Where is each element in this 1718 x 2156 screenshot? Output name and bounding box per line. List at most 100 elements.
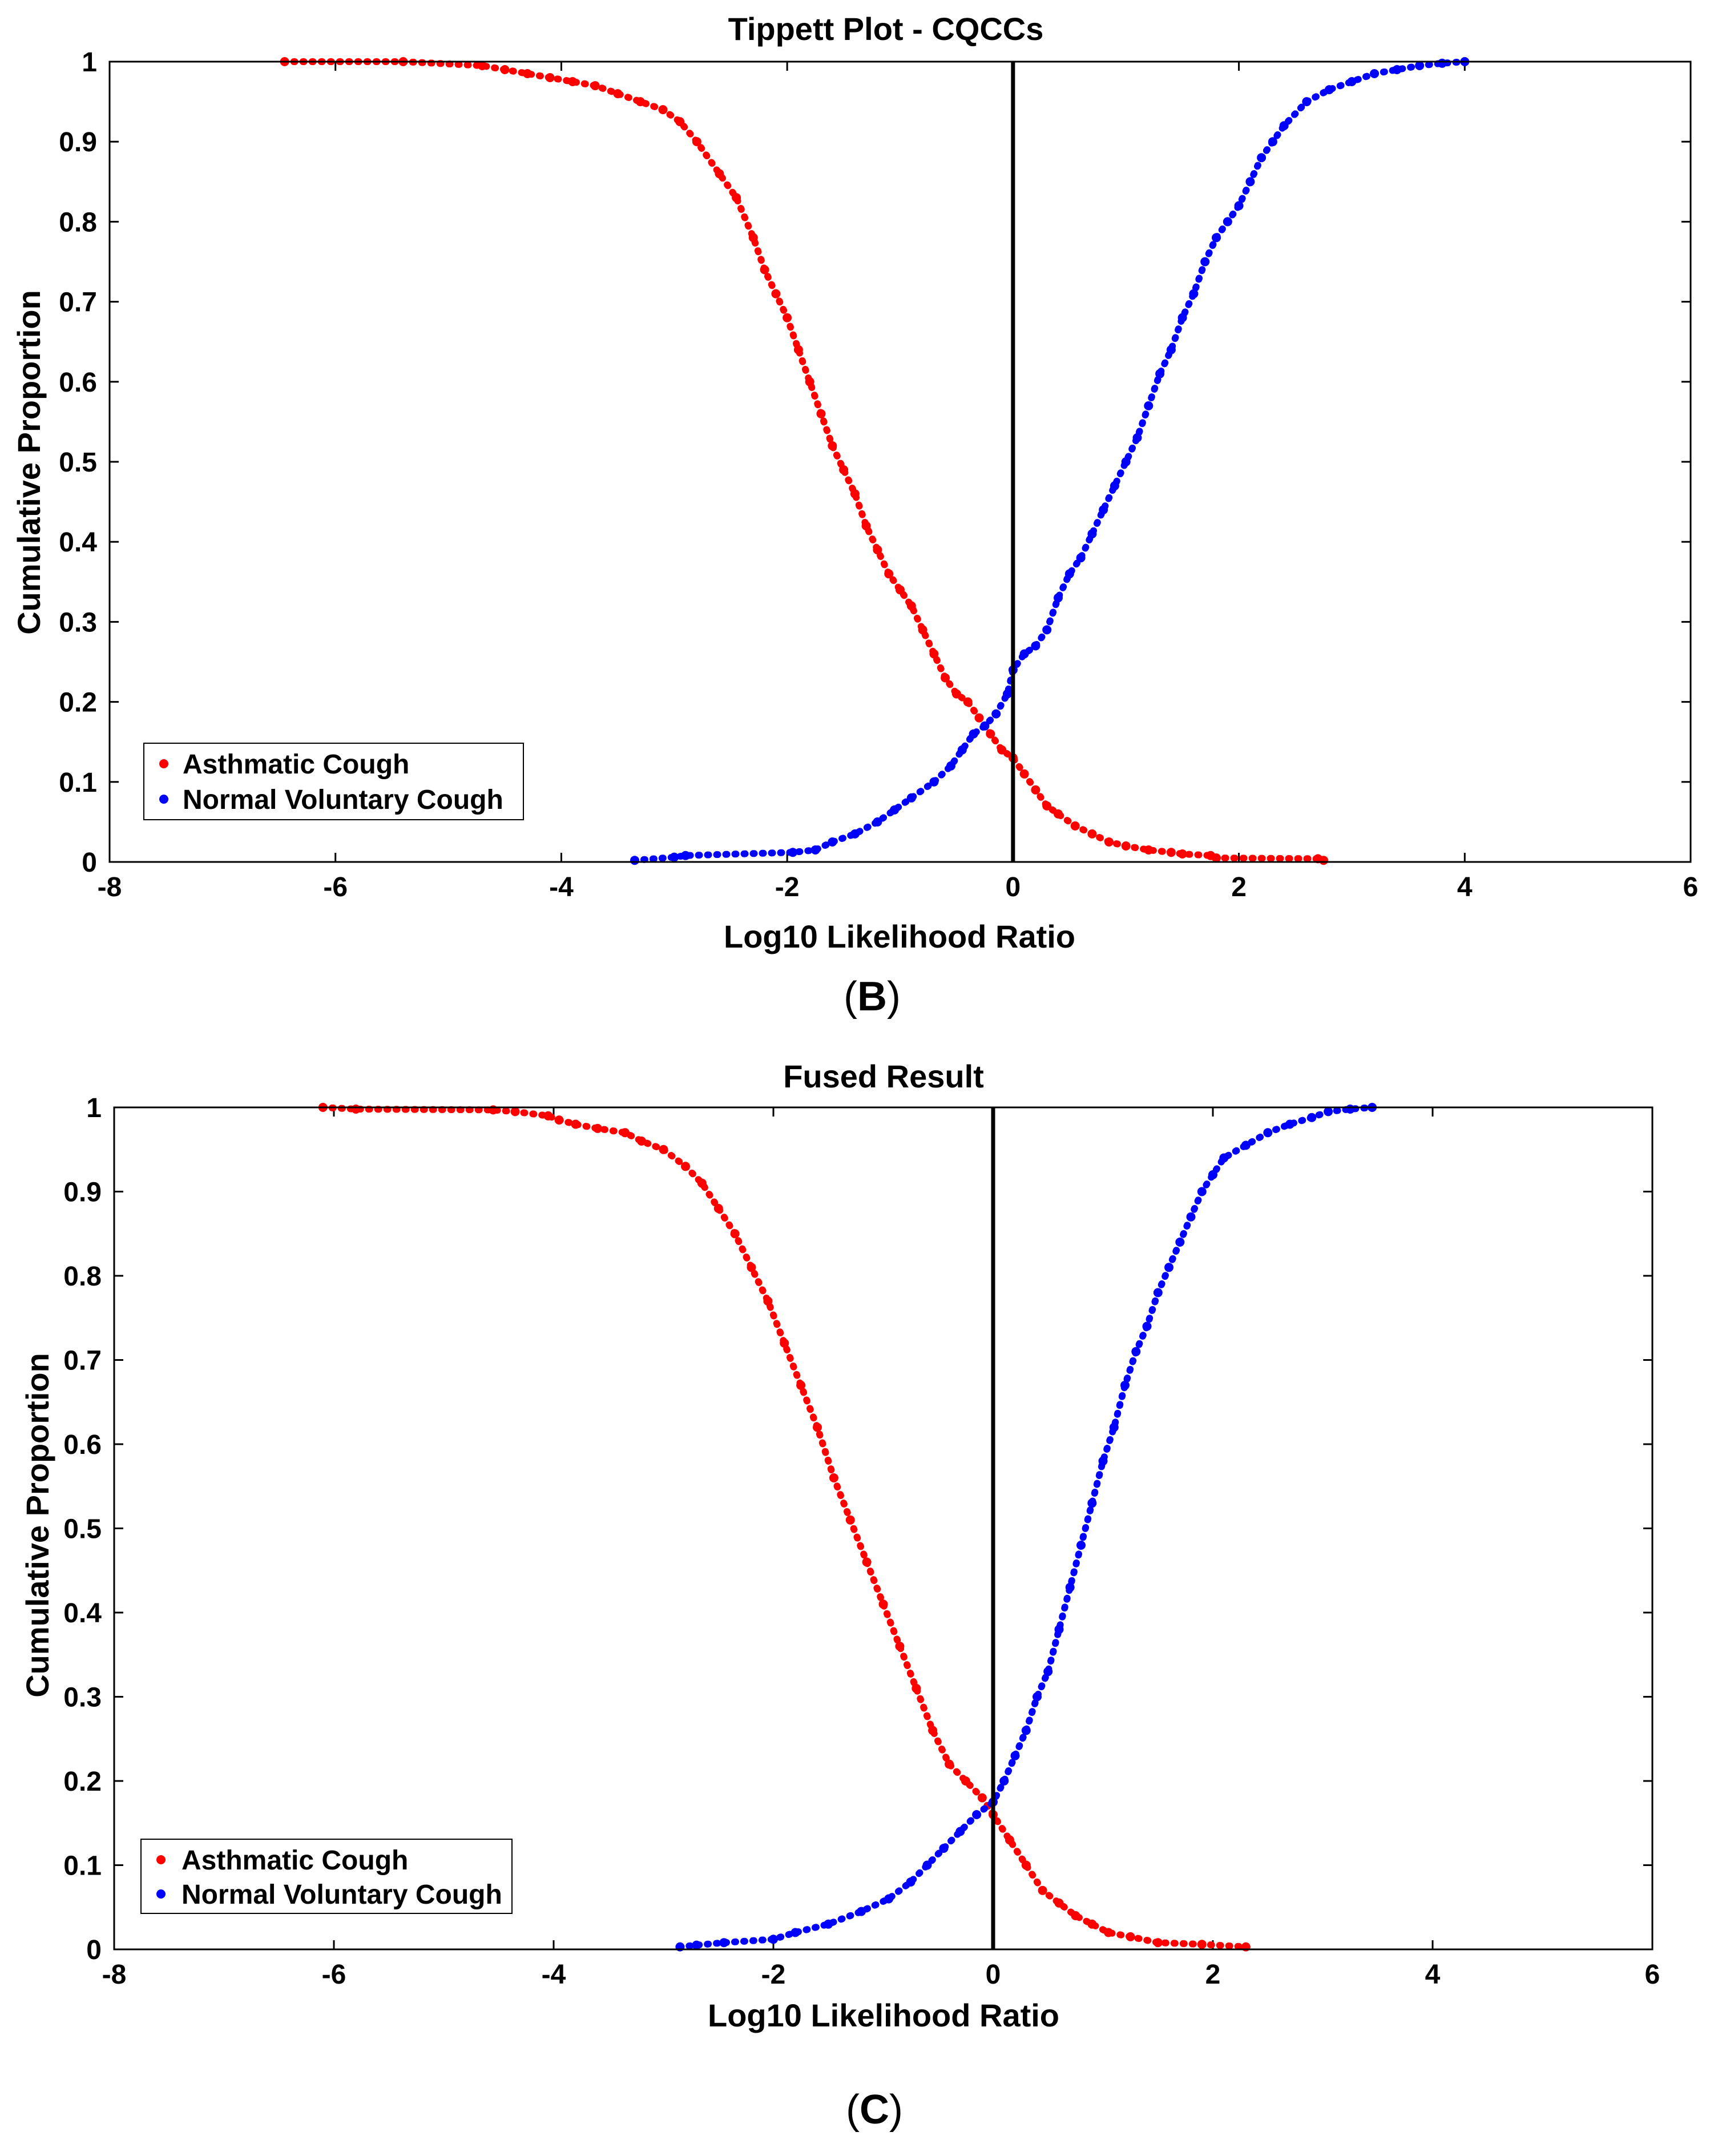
- data-point-asthmatic: [1144, 845, 1154, 855]
- data-point-normal: [1120, 1380, 1130, 1390]
- data-point-asthmatic: [1019, 769, 1029, 779]
- data-point-asthmatic: [713, 1204, 723, 1213]
- x-tick-label: -2: [775, 872, 800, 902]
- data-point-asthmatic: [963, 697, 973, 707]
- y-tick-label: 0.4: [63, 1598, 102, 1629]
- legend-marker-asthmatic: [156, 1855, 166, 1864]
- data-point-asthmatic: [1104, 837, 1114, 847]
- data-point-normal: [1437, 58, 1447, 68]
- y-tick-label: 0.4: [59, 527, 97, 558]
- data-point-asthmatic: [895, 1642, 905, 1651]
- data-point-normal: [769, 1935, 778, 1944]
- data-point-asthmatic: [1071, 1911, 1080, 1920]
- y-tick-label: 0.5: [59, 448, 97, 478]
- data-point-asthmatic: [771, 289, 781, 299]
- data-point-normal: [1043, 1667, 1053, 1677]
- y-axis-label: Cumulative Proportion: [11, 290, 47, 635]
- y-tick-label: 0.2: [59, 688, 97, 718]
- data-point-asthmatic: [805, 377, 814, 386]
- data-point-asthmatic: [730, 1229, 740, 1239]
- data-point-normal: [1175, 1238, 1185, 1247]
- data-point-normal: [1054, 1625, 1064, 1634]
- data-point-normal: [670, 852, 679, 862]
- data-point-normal: [1392, 65, 1402, 74]
- data-point-normal: [1268, 137, 1277, 147]
- data-point-normal: [1263, 1128, 1273, 1138]
- data-point-asthmatic: [500, 65, 510, 74]
- data-point-normal: [969, 729, 978, 739]
- data-point-normal: [1200, 257, 1210, 267]
- data-point-asthmatic: [829, 1473, 838, 1482]
- y-tick-label: 0: [86, 1935, 102, 1965]
- data-point-asthmatic: [884, 569, 894, 579]
- data-point-asthmatic: [1054, 1898, 1064, 1908]
- data-point-asthmatic: [554, 1115, 564, 1125]
- legend-marker-normal: [159, 795, 168, 804]
- data-point-normal: [1345, 1105, 1355, 1114]
- data-point-asthmatic: [845, 1515, 855, 1525]
- y-tick-label: 0.9: [59, 127, 97, 158]
- x-tick-label: 4: [1457, 872, 1473, 902]
- data-point-normal: [1370, 69, 1379, 78]
- data-point-normal: [1033, 1692, 1042, 1702]
- data-point-normal: [991, 709, 1001, 719]
- data-point-asthmatic: [763, 1296, 773, 1306]
- y-tick-label: 0.3: [63, 1683, 102, 1713]
- data-point-asthmatic: [692, 137, 701, 147]
- data-point-normal: [828, 837, 837, 847]
- data-point-normal: [788, 848, 797, 857]
- data-point-asthmatic: [941, 673, 950, 683]
- x-tick-label: 6: [1683, 872, 1699, 902]
- data-point-asthmatic: [1166, 848, 1176, 857]
- x-tick-label: -6: [322, 1960, 346, 1990]
- data-point-normal: [957, 745, 967, 755]
- data-point-normal: [906, 1877, 916, 1887]
- data-point-asthmatic: [697, 1178, 707, 1188]
- data-point-normal: [1065, 1582, 1075, 1592]
- data-point-asthmatic: [637, 1137, 646, 1146]
- data-point-asthmatic: [986, 729, 995, 739]
- x-axis-label: Log10 Likelihood Ratio: [708, 1997, 1059, 2033]
- data-point-normal: [1019, 649, 1029, 659]
- chart-title: Fused Result: [783, 1058, 984, 1094]
- y-tick-label: 0.5: [63, 1514, 102, 1545]
- data-point-normal: [1415, 61, 1425, 70]
- y-tick-label: 0.2: [63, 1767, 102, 1797]
- data-point-normal: [1257, 153, 1267, 163]
- data-point-normal: [955, 1827, 965, 1836]
- data-point-normal: [681, 851, 691, 860]
- data-point-asthmatic: [928, 1726, 938, 1735]
- y-tick-label: 0.7: [59, 288, 97, 318]
- plot-frame: [108, 61, 1692, 863]
- tick-labels: -8 -6 -4 -2 0 2 4 6 0 0.1 0.2 0.3 0.4 0.5 0.6 0.7 0.8 0.9…: [59, 47, 1698, 902]
- data-point-normal: [692, 1940, 701, 1950]
- data-point-normal: [1212, 233, 1221, 243]
- data-point-normal: [1098, 1456, 1108, 1466]
- data-point-asthmatic: [523, 69, 533, 78]
- caption-close-paren: ): [889, 2087, 903, 2133]
- x-tick-label: -4: [542, 1960, 566, 1990]
- y-tick-label: 0.8: [63, 1262, 102, 1292]
- data-point-asthmatic: [571, 1119, 580, 1129]
- data-point-normal: [824, 1919, 833, 1929]
- data-point-asthmatic: [658, 105, 668, 115]
- data-point-normal: [1064, 569, 1074, 579]
- data-point-asthmatic: [828, 441, 837, 450]
- data-point-asthmatic: [945, 1759, 954, 1769]
- data-point-normal: [1010, 1751, 1020, 1760]
- x-axis-label: Log10 Likelihood Ratio: [724, 918, 1075, 954]
- data-point-asthmatic: [1070, 821, 1080, 831]
- data-point-normal: [1164, 1263, 1173, 1272]
- data-point-normal: [1121, 457, 1131, 466]
- y-tick-label: 0.6: [63, 1430, 102, 1460]
- data-point-asthmatic: [1087, 1919, 1097, 1929]
- legend-label-asthmatic: Asthmatic Cough: [182, 1845, 408, 1876]
- data-point-normal: [1109, 1422, 1119, 1432]
- data-point-normal: [1087, 1498, 1097, 1508]
- data-point-normal: [946, 761, 955, 771]
- data-point-normal: [850, 829, 860, 839]
- data-point-normal: [1153, 1288, 1163, 1297]
- data-point-normal: [999, 1776, 1009, 1786]
- data-point-normal: [1166, 345, 1176, 354]
